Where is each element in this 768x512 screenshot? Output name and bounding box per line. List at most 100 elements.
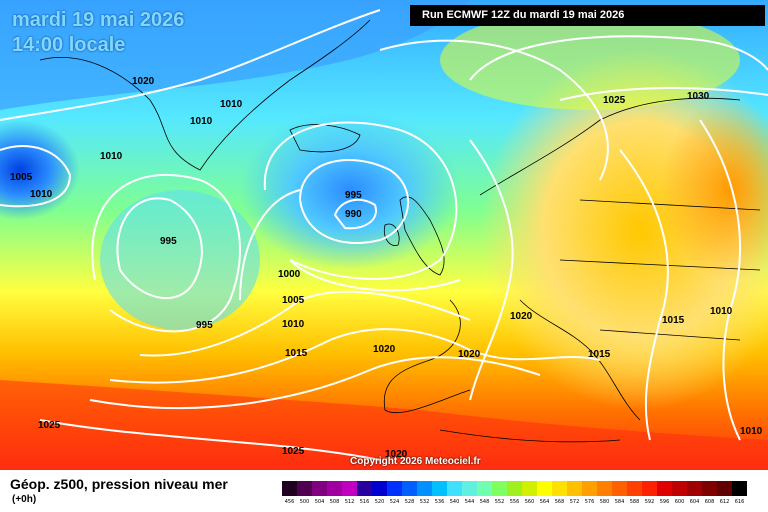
scale-swatch — [282, 481, 297, 496]
scale-label: 584 — [614, 499, 625, 505]
coastlines — [39, 19, 761, 443]
scale-swatch — [432, 481, 447, 496]
isobar-label: 1005 — [10, 172, 33, 183]
isobar-label: 1005 — [282, 295, 305, 306]
scale-label: 560 — [524, 499, 535, 505]
scale-swatch — [657, 481, 672, 496]
scale-label: 512 — [344, 499, 355, 505]
copyright-text: Copyright 2026 Meteociel.fr — [350, 456, 481, 467]
scale-label: 568 — [554, 499, 565, 505]
isobar-labels: 1020 1010 1010 1010 1005 1010 995 995 99… — [10, 76, 763, 460]
scale-swatch — [507, 481, 522, 496]
isobar-label: 1015 — [588, 349, 611, 360]
scale-label: 612 — [719, 499, 730, 505]
scale-swatch — [372, 481, 387, 496]
scale-label: 576 — [584, 499, 595, 505]
scale-swatch — [642, 481, 657, 496]
isobar-label: 1025 — [603, 95, 626, 106]
isobar-label: 1010 — [282, 319, 305, 330]
scale-label: 516 — [359, 499, 370, 505]
isobar-label: 995 — [345, 190, 362, 201]
scale-label: 616 — [734, 499, 745, 505]
weather-map: 1020 1010 1010 1010 1005 1010 995 995 99… — [0, 0, 768, 470]
scale-label: 540 — [449, 499, 460, 505]
isobar-label: 1010 — [710, 306, 733, 317]
scale-label: 592 — [644, 499, 655, 505]
scale-swatch — [702, 481, 717, 496]
isobar-label: 1020 — [373, 344, 396, 355]
scale-label: 500 — [299, 499, 310, 505]
scale-label: 532 — [419, 499, 430, 505]
scale-swatch — [357, 481, 372, 496]
isobar-label: 1000 — [278, 269, 301, 280]
scale-label: 552 — [494, 499, 505, 505]
scale-label: 596 — [659, 499, 670, 505]
run-info-banner: Run ECMWF 12Z du mardi 19 mai 2026 — [410, 5, 765, 26]
scale-swatch — [672, 481, 687, 496]
scale-label: 508 — [329, 499, 340, 505]
scale-swatch — [462, 481, 477, 496]
isobar-label: 1010 — [190, 116, 213, 127]
color-scale-labels: 456 500 504 508 512 516 520 524 528 532 536 540 544 5… — [282, 499, 747, 505]
isobar-label: 1015 — [662, 315, 685, 326]
scale-label: 580 — [599, 499, 610, 505]
isobar-label: 1025 — [282, 446, 305, 457]
isobar-label: 1010 — [100, 151, 123, 162]
isobar-label: 1015 — [285, 348, 308, 359]
isobar-label: 1030 — [687, 91, 710, 102]
isobar-label: 1010 — [220, 99, 243, 110]
color-scale — [282, 481, 747, 496]
isobars — [0, 9, 768, 461]
scale-label: 600 — [674, 499, 685, 505]
scale-label: 572 — [569, 499, 580, 505]
scale-swatch — [612, 481, 627, 496]
scale-label: 520 — [374, 499, 385, 505]
scale-swatch — [537, 481, 552, 496]
legend-title: Géop. z500, pression niveau mer — [10, 476, 228, 492]
isobar-label: 1010 — [740, 426, 763, 437]
scale-swatch — [492, 481, 507, 496]
forecast-time: 14:00 locale — [12, 34, 126, 56]
scale-label: 528 — [404, 499, 415, 505]
scale-swatch — [387, 481, 402, 496]
scale-swatch — [297, 481, 312, 496]
scale-swatch — [627, 481, 642, 496]
scale-swatch — [732, 481, 747, 496]
scale-swatch — [417, 481, 432, 496]
scale-label: 548 — [479, 499, 490, 505]
scale-swatch — [327, 481, 342, 496]
scale-label: 604 — [689, 499, 700, 505]
scale-label: 544 — [464, 499, 475, 505]
scale-swatch — [477, 481, 492, 496]
isobar-label: 1020 — [458, 349, 481, 360]
scale-swatch — [582, 481, 597, 496]
isobar-label: 1020 — [385, 449, 408, 460]
scale-label: 536 — [434, 499, 445, 505]
scale-swatch — [597, 481, 612, 496]
scale-swatch — [312, 481, 327, 496]
scale-swatch — [687, 481, 702, 496]
scale-label: 524 — [389, 499, 400, 505]
scale-swatch — [342, 481, 357, 496]
scale-swatch — [522, 481, 537, 496]
isobar-label: 990 — [345, 209, 362, 220]
scale-swatch — [447, 481, 462, 496]
isobar-label: 995 — [160, 236, 177, 247]
scale-swatch — [717, 481, 732, 496]
forecast-date: mardi 19 mai 2026 — [12, 9, 185, 31]
legend-subtitle: (+0h) — [12, 494, 37, 505]
scale-label: 504 — [314, 499, 325, 505]
scale-swatch — [552, 481, 567, 496]
scale-label: 608 — [704, 499, 715, 505]
isobar-label: 1020 — [510, 311, 533, 322]
isobar-label: 1010 — [30, 189, 53, 200]
scale-label: 456 — [284, 499, 295, 505]
scale-label: 564 — [539, 499, 550, 505]
scale-label: 556 — [509, 499, 520, 505]
scale-swatch — [567, 481, 582, 496]
isobar-label: 1025 — [38, 420, 61, 431]
isobar-label: 1020 — [132, 76, 155, 87]
scale-swatch — [402, 481, 417, 496]
scale-label: 588 — [629, 499, 640, 505]
isobar-label: 995 — [196, 320, 213, 331]
